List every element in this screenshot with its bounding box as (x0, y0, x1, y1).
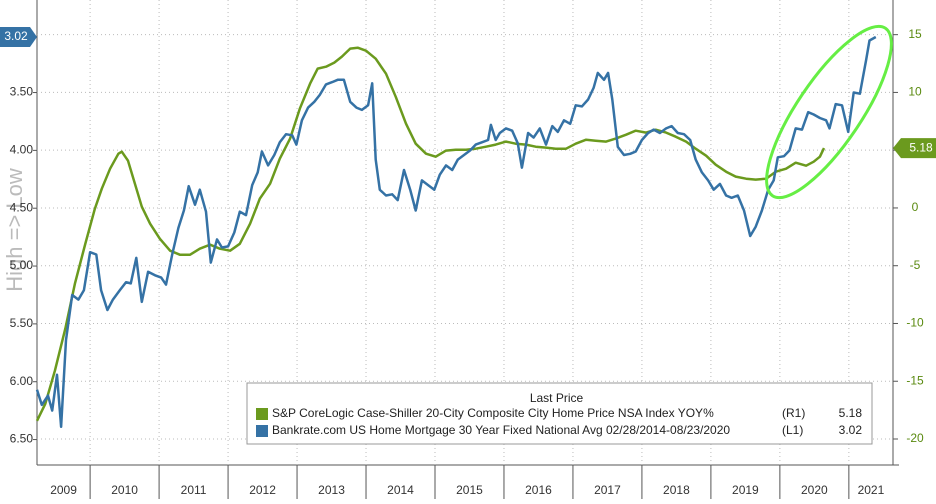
y-tick-label: 5.00 (10, 258, 34, 272)
y-tick-label: 5.50 (10, 316, 34, 330)
legend-label: S&P CoreLogic Case-Shiller 20-City Compo… (272, 406, 714, 420)
last-value-tag (0, 27, 37, 48)
legend-box (246, 382, 873, 445)
legend-swatch (256, 408, 268, 420)
last-value-tag-label: 5.18 (909, 140, 933, 154)
y2-tick-label: 10 (908, 85, 922, 99)
highlight-ellipse (765, 24, 893, 200)
legend-last-value: 5.18 (839, 406, 863, 420)
x-tick-label: 2016 (525, 483, 552, 497)
x-tick-label: 2009 (50, 483, 77, 497)
legend-axis-tag: (R1) (782, 406, 805, 420)
legend-label: Bankrate.com US Home Mortgage 30 Year Fi… (272, 423, 730, 437)
y2-tick-label: 0 (912, 200, 919, 214)
y-tick-label: 6.50 (10, 432, 34, 446)
x-tick-label: 2014 (387, 483, 414, 497)
y-axis-label: High => Low (2, 168, 27, 292)
x-tick-label: 2018 (663, 483, 690, 497)
x-tick-label: 2020 (801, 483, 828, 497)
legend-title: Last Price (530, 391, 584, 405)
y-tick-label: 4.50 (10, 200, 34, 214)
last-value-tag-label: 3.02 (4, 29, 28, 43)
x-tick-label: 2019 (732, 483, 759, 497)
x-tick-label: 2017 (594, 483, 621, 497)
y2-tick-label: -20 (906, 431, 924, 445)
y2-tick-label: 15 (908, 27, 922, 41)
y-tick-label: 3.50 (10, 85, 34, 99)
y-tick-label: 6.00 (10, 374, 34, 388)
legend-swatch (256, 425, 268, 437)
x-tick-label: 2015 (456, 483, 483, 497)
y2-tick-label: -15 (906, 373, 924, 387)
x-tick-label: 2012 (249, 483, 276, 497)
legend-axis-tag: (L1) (782, 423, 803, 437)
y2-tick-label: -5 (910, 258, 921, 272)
y-tick-label: 4.00 (10, 143, 34, 157)
series-line (35, 35, 877, 429)
series-line (35, 46, 826, 422)
last-value-tag (893, 138, 936, 159)
x-tick-label: 2010 (111, 483, 138, 497)
y2-tick-label: -10 (906, 316, 924, 330)
x-tick-label: 2013 (318, 483, 345, 497)
x-tick-label: 2021 (858, 483, 885, 497)
x-tick-label: 2011 (181, 483, 207, 497)
legend-last-value: 3.02 (839, 423, 863, 437)
